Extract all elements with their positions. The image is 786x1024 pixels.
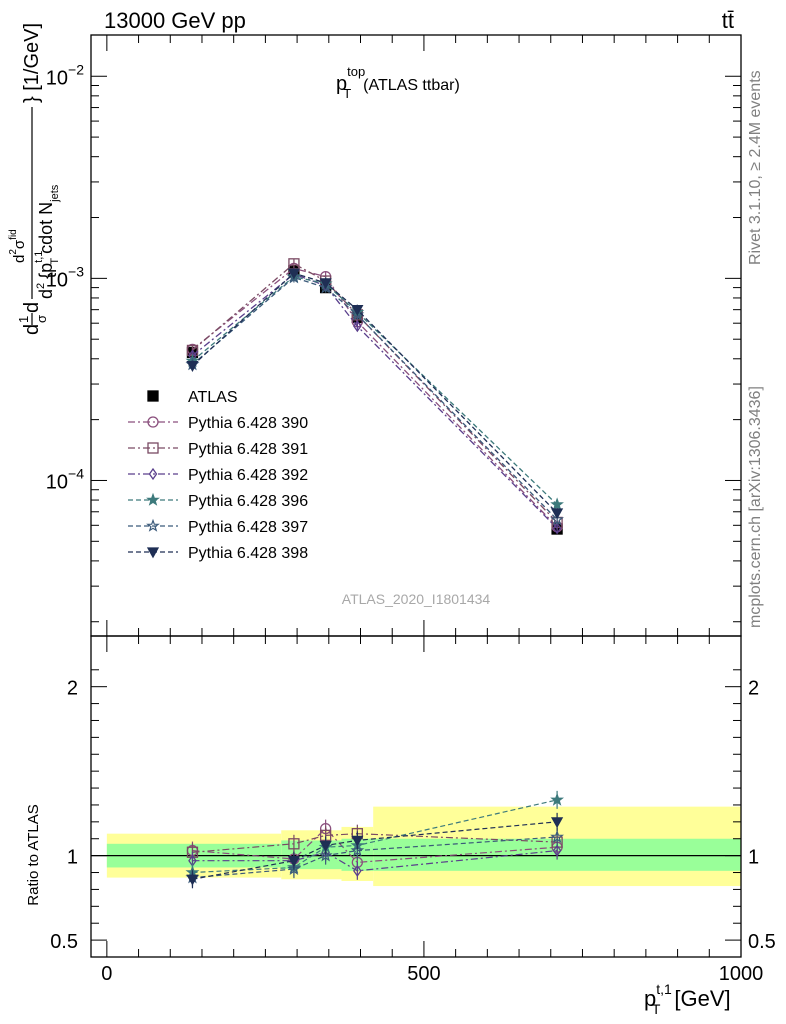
data-point <box>550 508 564 520</box>
svg-text:} [1/GeV]: } [1/GeV] <box>21 23 43 103</box>
svg-text:1: 1 <box>16 316 31 323</box>
ratio-plot-panel: 0 500 1000 0.5 0.5 1 1 2 2 <box>50 635 776 985</box>
ratio-plot-frame <box>90 635 742 958</box>
series-line <box>192 273 558 529</box>
legend-label: Pythia 6.428 392 <box>188 467 308 484</box>
data-point <box>351 305 364 317</box>
data-point <box>550 792 564 806</box>
legend-entry: Pythia 6.428 398 <box>128 545 308 562</box>
legend: ATLAS Pythia 6.428 390 Pythia 6.428 391 Pyt… <box>128 389 308 562</box>
data-point <box>319 278 332 290</box>
main-series <box>186 268 564 520</box>
data-point <box>288 838 300 850</box>
legend-label: Pythia 6.428 396 <box>188 493 308 510</box>
data-point <box>287 268 301 280</box>
legend-entry: Pythia 6.428 396 <box>128 492 308 510</box>
legend-label: Pythia 6.428 397 <box>188 519 308 536</box>
data-point <box>350 843 365 857</box>
data-point <box>287 856 301 868</box>
x-tick-label: 0 <box>101 963 112 985</box>
legend-entry: Pythia 6.428 391 <box>128 441 308 458</box>
y-tick-label: 1 <box>748 847 759 869</box>
y-tick-label: 2 <box>748 678 759 700</box>
ratio-y-axis-label: Ratio to ATLAS <box>25 804 42 905</box>
data-point <box>318 280 333 294</box>
data-point <box>287 861 301 876</box>
y-tick-label: 10−4 <box>46 465 84 493</box>
legend-entry: Pythia 6.428 390 <box>128 415 308 432</box>
data-point <box>147 442 159 454</box>
y-tick-label: 1 <box>67 847 78 869</box>
process-label: tt̄ <box>722 8 734 33</box>
energy-label: 13000 GeV pp <box>104 8 246 33</box>
data-point <box>351 835 364 847</box>
data-point <box>146 547 160 559</box>
legend-entry: Pythia 6.428 392 <box>128 467 308 484</box>
series-line <box>192 276 558 521</box>
analysis-watermark: ATLAS_2020_I1801434 <box>342 591 491 607</box>
data-point <box>550 817 564 829</box>
x-axis-label: pt,1 T [GeV] <box>644 981 731 1017</box>
legend-label: Pythia 6.428 398 <box>188 545 308 562</box>
data-point <box>550 497 564 511</box>
data-point <box>146 492 160 506</box>
legend-label: Pythia 6.428 391 <box>188 441 308 458</box>
data-point <box>552 522 562 535</box>
main-y-axis-label: d 1 σ d d2σfid d2{pt,1 Tcdot Njets } [1/G… <box>8 23 61 335</box>
main-series <box>185 270 564 526</box>
data-point <box>146 518 160 532</box>
legend-entry: Pythia 6.428 397 <box>128 518 308 536</box>
data-point <box>147 416 159 428</box>
data-point <box>148 467 158 481</box>
x-tick-label: 500 <box>407 963 440 985</box>
svg-text:d: d <box>21 302 43 313</box>
data-point <box>552 844 562 857</box>
legend-entry: ATLAS <box>147 389 238 406</box>
main-series <box>186 258 563 529</box>
data-point <box>319 840 332 852</box>
mcplots-label: mcplots.cern.ch [arXiv:1306.3436] <box>747 386 764 628</box>
svg-text:d: d <box>21 324 43 335</box>
data-point <box>186 360 199 372</box>
y-tick-label: 10−3 <box>46 263 84 291</box>
data-point <box>318 848 333 862</box>
data-point <box>550 512 564 526</box>
main-plot-title: ptop T (ATLAS ttbar) <box>336 64 460 101</box>
y-tick-label: 2 <box>67 678 78 700</box>
data-point <box>353 864 362 877</box>
svg-text:σ: σ <box>34 315 49 323</box>
ratio-series <box>186 812 564 889</box>
main-plot-panel: 10−4 10−3 10−2 <box>46 34 742 637</box>
series-line <box>192 267 558 528</box>
x-tick-label: 1000 <box>719 963 764 985</box>
data-point <box>147 390 159 402</box>
legend-label: Pythia 6.428 390 <box>188 415 308 432</box>
y-tick-label: 10−2 <box>46 61 84 89</box>
data-point <box>287 270 301 284</box>
rivet-label: Rivet 3.1.10, ≥ 2.4M events <box>747 70 764 265</box>
main-series <box>186 262 563 533</box>
data-point <box>353 320 362 333</box>
svg-text:d2σfid: d2σfid <box>8 229 28 263</box>
data-point <box>186 874 199 886</box>
data-point <box>550 829 564 843</box>
y-tick-label: 0.5 <box>748 931 776 953</box>
legend-label: ATLAS <box>188 389 238 406</box>
y-tick-label: 0.5 <box>50 931 78 953</box>
